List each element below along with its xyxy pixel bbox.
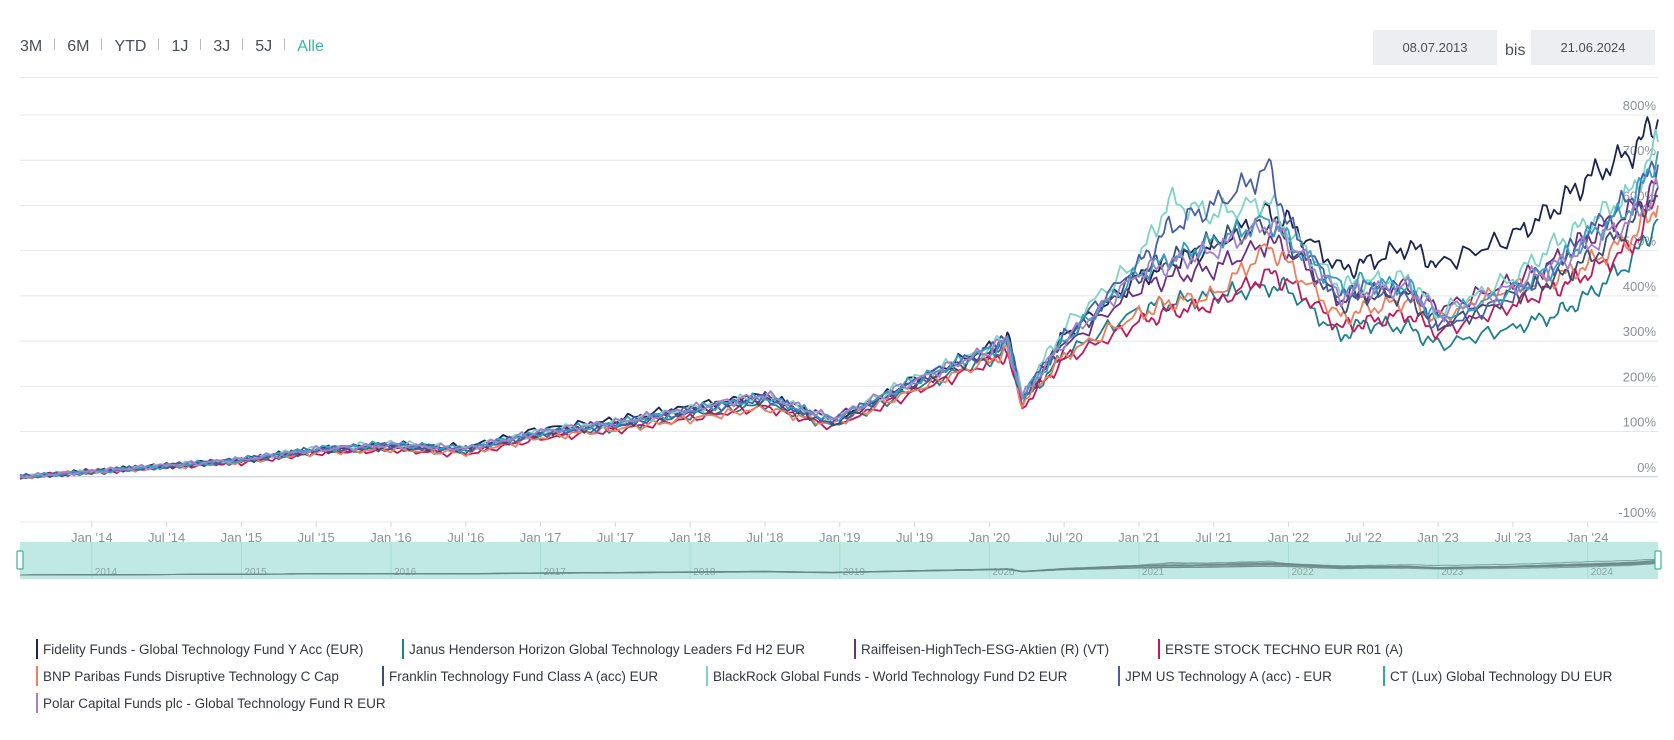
navigator-year-label: 2023 [1441,567,1464,578]
legend-label: Franklin Technology Fund Class A (acc) E… [389,668,659,684]
legend-item[interactable]: Polar Capital Funds plc - Global Technol… [36,692,386,714]
x-tick-label: Jul '19 [896,530,933,545]
y-tick-label: 800% [1623,98,1657,113]
y-tick-label: 0% [1637,460,1656,475]
legend-label: Janus Henderson Horizon Global Technolog… [409,641,805,657]
y-tick-label: 100% [1623,415,1657,430]
range-all-button[interactable]: Alle [297,38,324,55]
legend-swatch [1118,666,1120,686]
series-line [20,194,1659,478]
legend-swatch [36,693,38,713]
legend-item[interactable]: Franklin Technology Fund Class A (acc) E… [382,665,658,687]
x-tick-label: Jul '14 [148,530,185,545]
x-tick-label: Jan '16 [370,530,412,545]
range-3j-button[interactable]: 3J [213,38,231,55]
range-selector: 3M 6M YTD 1J 3J 5J Alle [20,36,324,58]
y-tick-label: 300% [1623,324,1657,339]
x-tick-label: Jan '14 [71,530,113,545]
performance-chart: -100%0%100%200%300%400%500%600%700%800%J… [16,98,1662,579]
x-tick-label: Jan '15 [221,530,263,545]
x-tick-label: Jul '22 [1345,530,1382,545]
legend-swatch [36,666,38,686]
navigator-handle[interactable] [16,550,24,570]
legend-item[interactable]: ERSTE STOCK TECHNO EUR R01 (A) [1158,638,1403,660]
x-tick-label: Jul '21 [1195,530,1232,545]
legend-item[interactable]: Fidelity Funds - Global Technology Fund … [36,638,363,660]
y-tick-label: 400% [1623,279,1657,294]
legend-swatch [36,639,38,659]
legend-swatch [402,639,404,659]
navigator-year-label: 2014 [95,567,118,578]
x-tick-label: Jan '18 [669,530,711,545]
legend-label: CT (Lux) Global Technology DU EUR [1390,668,1613,684]
y-tick-label: 700% [1623,143,1657,158]
y-tick-label: 200% [1623,369,1657,384]
header-divider [20,77,1658,78]
legend-item[interactable]: BlackRock Global Funds - World Technolog… [706,665,1067,687]
legend-label: JPM US Technology A (acc) - EUR [1125,668,1332,684]
date-to-input[interactable] [1531,30,1655,65]
x-tick-label: Jan '24 [1567,530,1609,545]
legend-item[interactable]: Raiffeisen-HighTech-ESG-Aktien (R) (VT) [854,638,1109,660]
navigator-year-label: 2022 [1292,567,1315,578]
legend-swatch [1383,666,1385,686]
legend-item[interactable]: BNP Paribas Funds Disruptive Technology … [36,665,339,687]
x-tick-label: Jan '21 [1118,530,1160,545]
legend-label: Raiffeisen-HighTech-ESG-Aktien (R) (VT) [861,641,1110,657]
legend-swatch [382,666,384,686]
legend-label: BlackRock Global Funds - World Technolog… [713,668,1068,684]
legend-item[interactable]: CT (Lux) Global Technology DU EUR [1383,665,1612,687]
range-3m-button[interactable]: 3M [20,38,43,55]
range-ytd-button[interactable]: YTD [114,38,147,55]
x-tick-label: Jan '17 [520,530,562,545]
x-tick-label: Jul '17 [597,530,634,545]
series-line [19,218,1659,480]
navigator-series-line [20,561,1659,576]
legend-swatch [854,639,856,659]
x-tick-label: Jul '20 [1046,530,1083,545]
series-line [19,205,1659,480]
range-separator [242,38,244,50]
legend-swatch [706,666,708,686]
range-separator [158,38,160,50]
navigator-year-label: 2015 [244,567,267,578]
navigator-handle[interactable] [1654,550,1662,570]
range-separator [200,38,202,50]
x-tick-label: Jan '22 [1268,530,1310,545]
x-tick-label: Jul '16 [447,530,484,545]
x-tick-label: Jan '23 [1417,530,1459,545]
date-range-separator-label: bis [1505,42,1526,59]
navigator-year-label: 2024 [1591,567,1614,578]
x-tick-label: Jan '19 [819,530,861,545]
navigator-year-label: 2021 [1142,567,1165,578]
legend-label: Fidelity Funds - Global Technology Fund … [43,641,364,657]
y-tick-label: -100% [1618,505,1656,520]
x-tick-label: Jul '15 [298,530,335,545]
navigator-year-label: 2020 [992,567,1015,578]
range-6m-button[interactable]: 6M [67,38,90,55]
legend-swatch [1158,639,1160,659]
range-separator [54,38,56,50]
x-tick-label: Jul '23 [1494,530,1531,545]
x-tick-label: Jul '18 [746,530,783,545]
range-separator [284,38,286,50]
legend-label: Polar Capital Funds plc - Global Technol… [43,695,386,711]
range-separator [101,38,103,50]
x-tick-label: Jan '20 [969,530,1011,545]
range-1j-button[interactable]: 1J [171,38,189,55]
series-line [19,151,1659,479]
date-from-input[interactable] [1373,30,1497,65]
legend-label: BNP Paribas Funds Disruptive Technology … [43,668,339,684]
range-5j-button[interactable]: 5J [255,38,273,55]
navigator-year-label: 2016 [394,567,417,578]
series-line [19,187,1659,480]
legend-item[interactable]: JPM US Technology A (acc) - EUR [1118,665,1332,687]
legend-label: ERSTE STOCK TECHNO EUR R01 (A) [1165,641,1404,657]
legend-item[interactable]: Janus Henderson Horizon Global Technolog… [402,638,805,660]
series-line [19,177,1659,479]
